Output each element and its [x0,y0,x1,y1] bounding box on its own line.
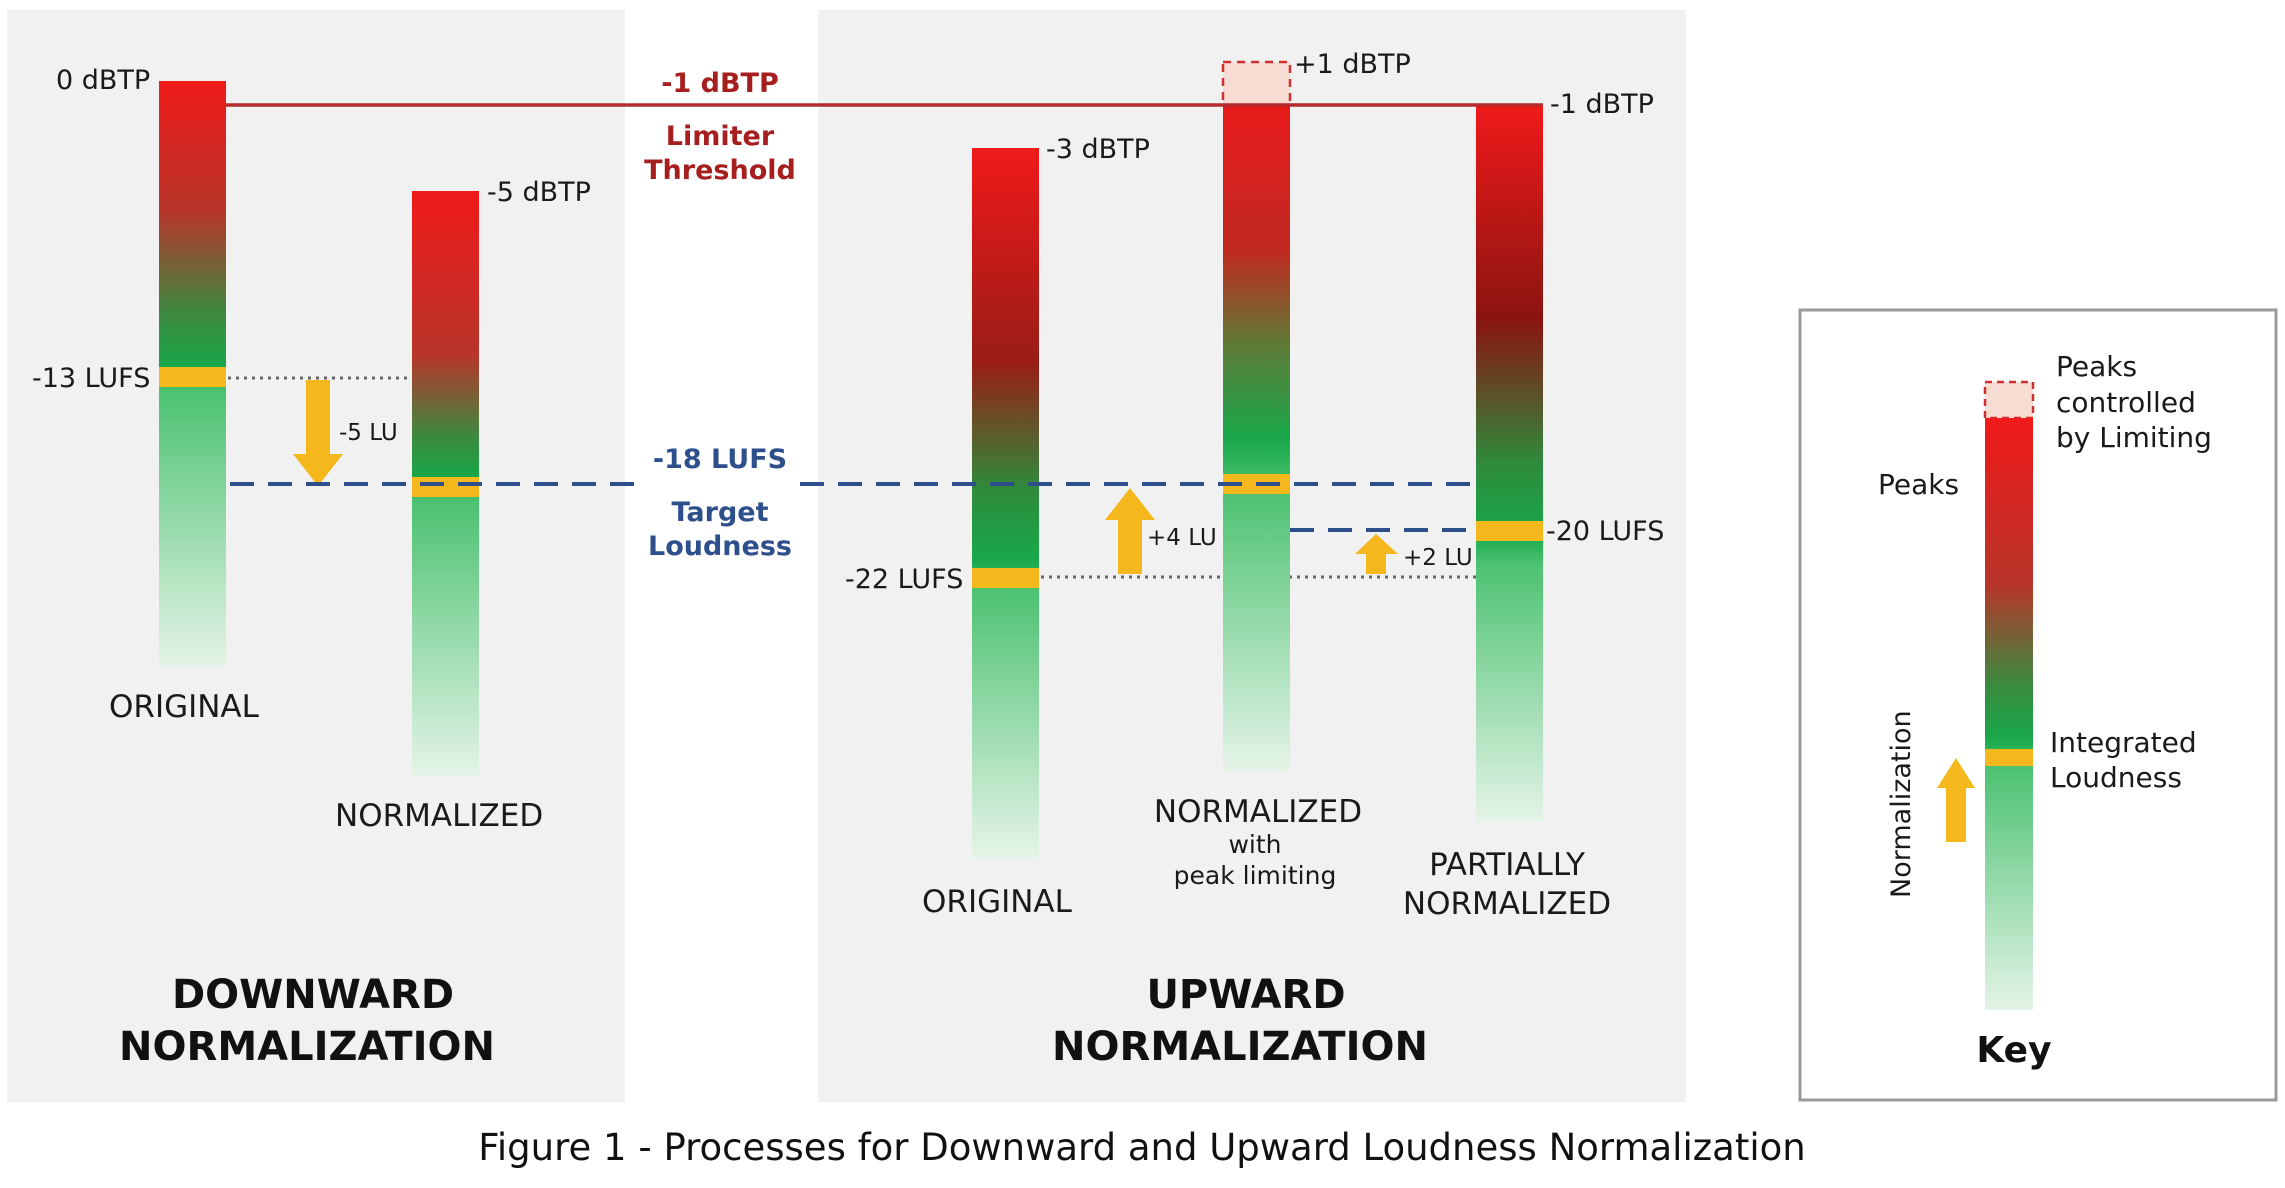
upward-original-label: ORIGINAL [922,884,1073,920]
upward-original-loudness-band [972,568,1039,588]
upward-original-bar [972,148,1039,858]
downward-normalized-label: NORMALIZED [335,798,543,834]
target-loudness-label-2: Loudness [648,531,792,562]
key-bar [1985,418,2033,1010]
key-loudness-band [1985,749,2033,766]
downward-normalized-peak: -5 dBTP [487,177,591,208]
upward-original-loudness: -22 LUFS [845,564,963,595]
downward-original-loudness: -13 LUFS [32,363,150,394]
downward-normalized-loudness-band [412,477,479,497]
key-limited-box [1985,382,2033,418]
upward-partial-loudness-band [1476,521,1543,541]
upward-original-peak: -3 dBTP [1046,134,1150,165]
upward-title-1: UPWARD [1146,972,1345,1018]
figure-caption: Figure 1 - Processes for Downward and Up… [478,1126,1805,1169]
limiter-threshold-value: -1 dBTP [661,68,779,99]
key-limited-label-3: by Limiting [2056,421,2212,454]
upward-normalized-sublabel-2: peak limiting [1174,861,1337,890]
downward-title-1: DOWNWARD [172,972,454,1018]
target-loudness-value: -18 LUFS [653,444,787,475]
upward-normalized-label: NORMALIZED [1154,794,1362,830]
upward-normalized-sublabel-1: with [1228,830,1281,859]
upward-partial-label-2: NORMALIZED [1403,886,1611,922]
downward-original-peak: 0 dBTP [56,65,150,96]
downward-original-label: ORIGINAL [109,689,260,725]
upward-title-2: NORMALIZATION [1052,1024,1428,1070]
limiter-threshold-label-2: Threshold [644,155,796,186]
downward-shift-label: -5 LU [339,420,398,446]
upward-partial-shift-label: +2 LU [1403,545,1473,571]
key-integrated-label-1: Integrated [2050,726,2197,759]
downward-original-loudness-band [159,367,226,387]
upward-partial-loudness: -20 LUFS [1546,516,1664,547]
upward-partial-label-1: PARTIALLY [1429,847,1585,883]
key-peaks-label: Peaks [1878,468,1959,501]
key-normalization-label: Normalization [1886,710,1917,898]
key-integrated-label-2: Loudness [2050,761,2182,794]
upward-normalized-shift-label: +4 LU [1147,525,1217,551]
upward-partial-bar [1476,105,1543,822]
key-limited-label-2: controlled [2056,386,2196,419]
key-limited-label-1: Peaks [2056,350,2137,383]
limiter-threshold-label-1: Limiter [666,121,775,152]
normalization-diagram: 0 dBTP -13 LUFS ORIGINAL -5 LU -5 dBTP N… [0,0,2285,1188]
upward-normalized-bar [1223,105,1290,771]
downward-panel [7,10,625,1102]
downward-title-2: NORMALIZATION [119,1024,495,1070]
upward-partial-peak: -1 dBTP [1550,89,1654,120]
upward-limited-peak-box [1223,62,1290,105]
target-loudness-label-1: Target [671,497,768,528]
key-title: Key [1976,1030,2051,1071]
upward-normalized-peak: +1 dBTP [1294,49,1411,80]
